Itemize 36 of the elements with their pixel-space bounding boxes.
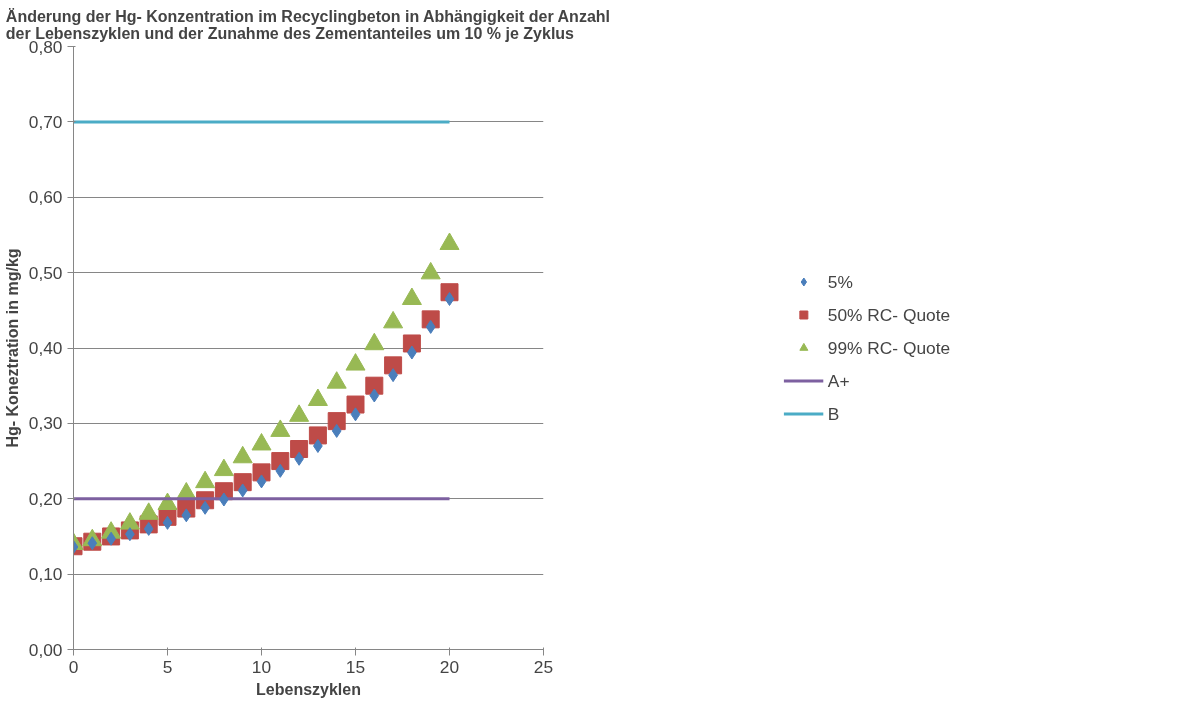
point xyxy=(331,423,342,438)
x-tick-label: 0 xyxy=(68,656,79,677)
point xyxy=(350,407,361,422)
legend-label: 5% xyxy=(827,271,853,292)
point xyxy=(308,426,327,445)
y-tick-label: 0,20 xyxy=(28,488,63,509)
x-tick-label: 15 xyxy=(345,656,366,677)
x-tick-label: 20 xyxy=(439,656,460,677)
x-axis-title: Lebenszyklen xyxy=(256,680,361,698)
legend-label: B xyxy=(827,403,841,424)
point xyxy=(425,319,436,334)
x-tick-label: 25 xyxy=(533,656,554,677)
y-tick-label: 0,40 xyxy=(28,338,63,358)
point xyxy=(256,474,267,489)
y-tick-label: 0,00 xyxy=(28,639,63,660)
point xyxy=(384,356,403,375)
x-tick-label: 10 xyxy=(251,656,272,677)
point xyxy=(275,463,286,478)
legend-label: 99% RC- Quote xyxy=(827,337,951,358)
point xyxy=(365,376,384,395)
y-tick-label: 0,10 xyxy=(28,564,63,585)
x-tick-label: 5 xyxy=(162,656,173,677)
legend-label: 50% RC- Quote xyxy=(827,304,951,325)
y-tick-label: 0,30 xyxy=(28,413,63,434)
y-tick-label: 0,60 xyxy=(28,187,63,208)
point xyxy=(369,388,380,403)
point xyxy=(162,515,173,530)
y-tick-label: 0,70 xyxy=(28,111,63,132)
legend-label: A+ xyxy=(827,370,850,391)
point xyxy=(444,292,455,307)
point xyxy=(143,521,154,536)
point xyxy=(346,395,365,414)
y-tick-label: 0,50 xyxy=(28,262,63,283)
y-axis-title: Hg- Koneztration in mg/kg xyxy=(3,248,21,448)
point xyxy=(181,508,192,523)
point xyxy=(237,483,248,498)
